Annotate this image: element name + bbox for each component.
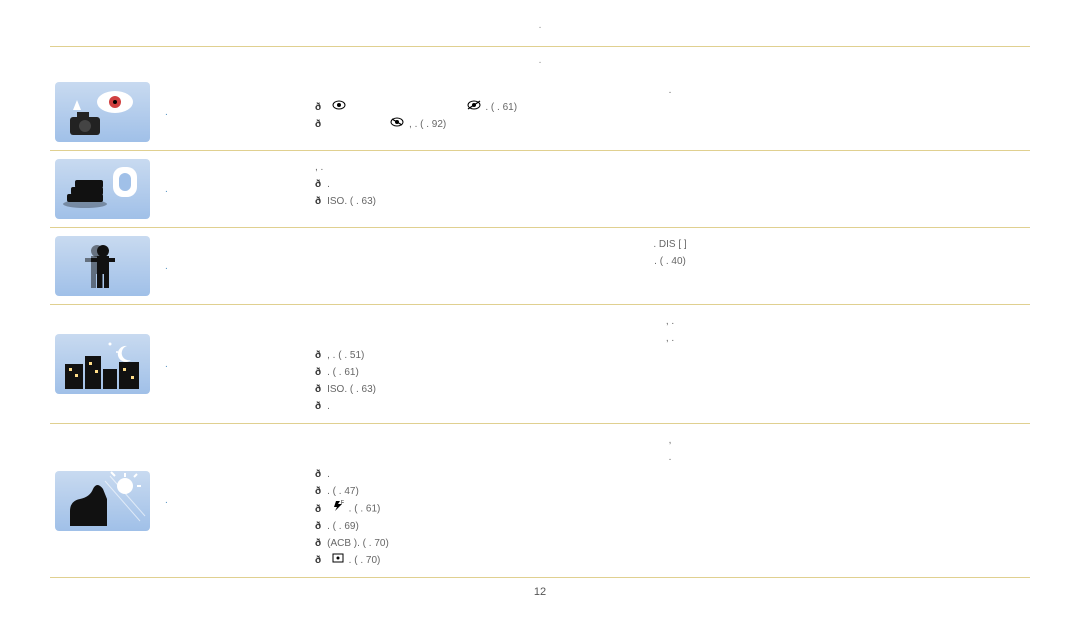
row-desc: , . , . ð, . ( . 51) ð. ( . 61) ðISO. ( … [310, 305, 1030, 424]
backlight-icon [55, 471, 150, 531]
flash-f-icon: F [332, 500, 344, 518]
solutions-table: . . ð . ( . 61) ð , [50, 74, 1030, 578]
svg-text:F: F [341, 500, 344, 506]
table-row: . , . ð. ðISO. ( . 63) [50, 151, 1030, 228]
page-number: 12 [50, 586, 1030, 598]
row-label: . [160, 424, 310, 578]
row-label: . [160, 228, 310, 305]
dust-icon [55, 159, 150, 219]
table-row: . . ð . ( . 61) ð , [50, 74, 1030, 151]
row-label: . [160, 151, 310, 228]
top-divider [50, 46, 1030, 47]
row-label: . [160, 305, 310, 424]
row-desc: . ð . ( . 61) ð , [310, 74, 1030, 151]
table-row: . . DIS [ ] . ( . 40) [50, 228, 1030, 305]
eye-crossed-icon [390, 116, 404, 133]
row-label: . [160, 74, 310, 151]
table-row: . , . ð. ð. ( . 47) ð F . ( . 61) ð. ( .… [50, 424, 1030, 578]
night-icon [55, 334, 150, 394]
row-desc: , . ð. ð. ( . 47) ð F . ( . 61) ð. ( . 6… [310, 424, 1030, 578]
page-subheader: . [50, 55, 1030, 66]
spot-icon [332, 552, 344, 569]
eye-slash-icon [467, 99, 481, 116]
page-header: . [50, 20, 1030, 31]
blur-icon [55, 236, 150, 296]
eye-icon [332, 99, 346, 116]
table-row: . , . , . ð, . ( . 51) ð. ( . 61) ðISO. … [50, 305, 1030, 424]
row-desc: . DIS [ ] . ( . 40) [310, 228, 1030, 305]
redeye-icon [55, 82, 150, 142]
row-desc: , . ð. ðISO. ( . 63) [310, 151, 1030, 228]
